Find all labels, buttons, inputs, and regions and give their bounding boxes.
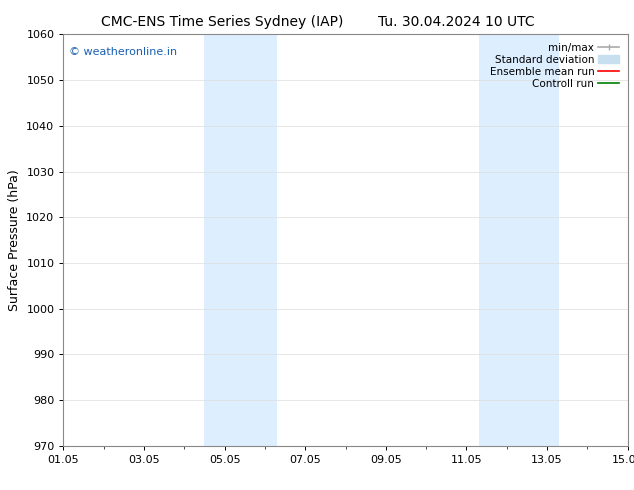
Text: CMC-ENS Time Series Sydney (IAP): CMC-ENS Time Series Sydney (IAP)	[101, 15, 343, 29]
Text: © weatheronline.in: © weatheronline.in	[69, 47, 177, 57]
Y-axis label: Surface Pressure (hPa): Surface Pressure (hPa)	[8, 169, 21, 311]
Bar	[204, 34, 277, 446]
Text: Tu. 30.04.2024 10 UTC: Tu. 30.04.2024 10 UTC	[378, 15, 535, 29]
Bar	[479, 34, 559, 446]
Legend: min/max, Standard deviation, Ensemble mean run, Controll run: min/max, Standard deviation, Ensemble me…	[486, 40, 623, 92]
